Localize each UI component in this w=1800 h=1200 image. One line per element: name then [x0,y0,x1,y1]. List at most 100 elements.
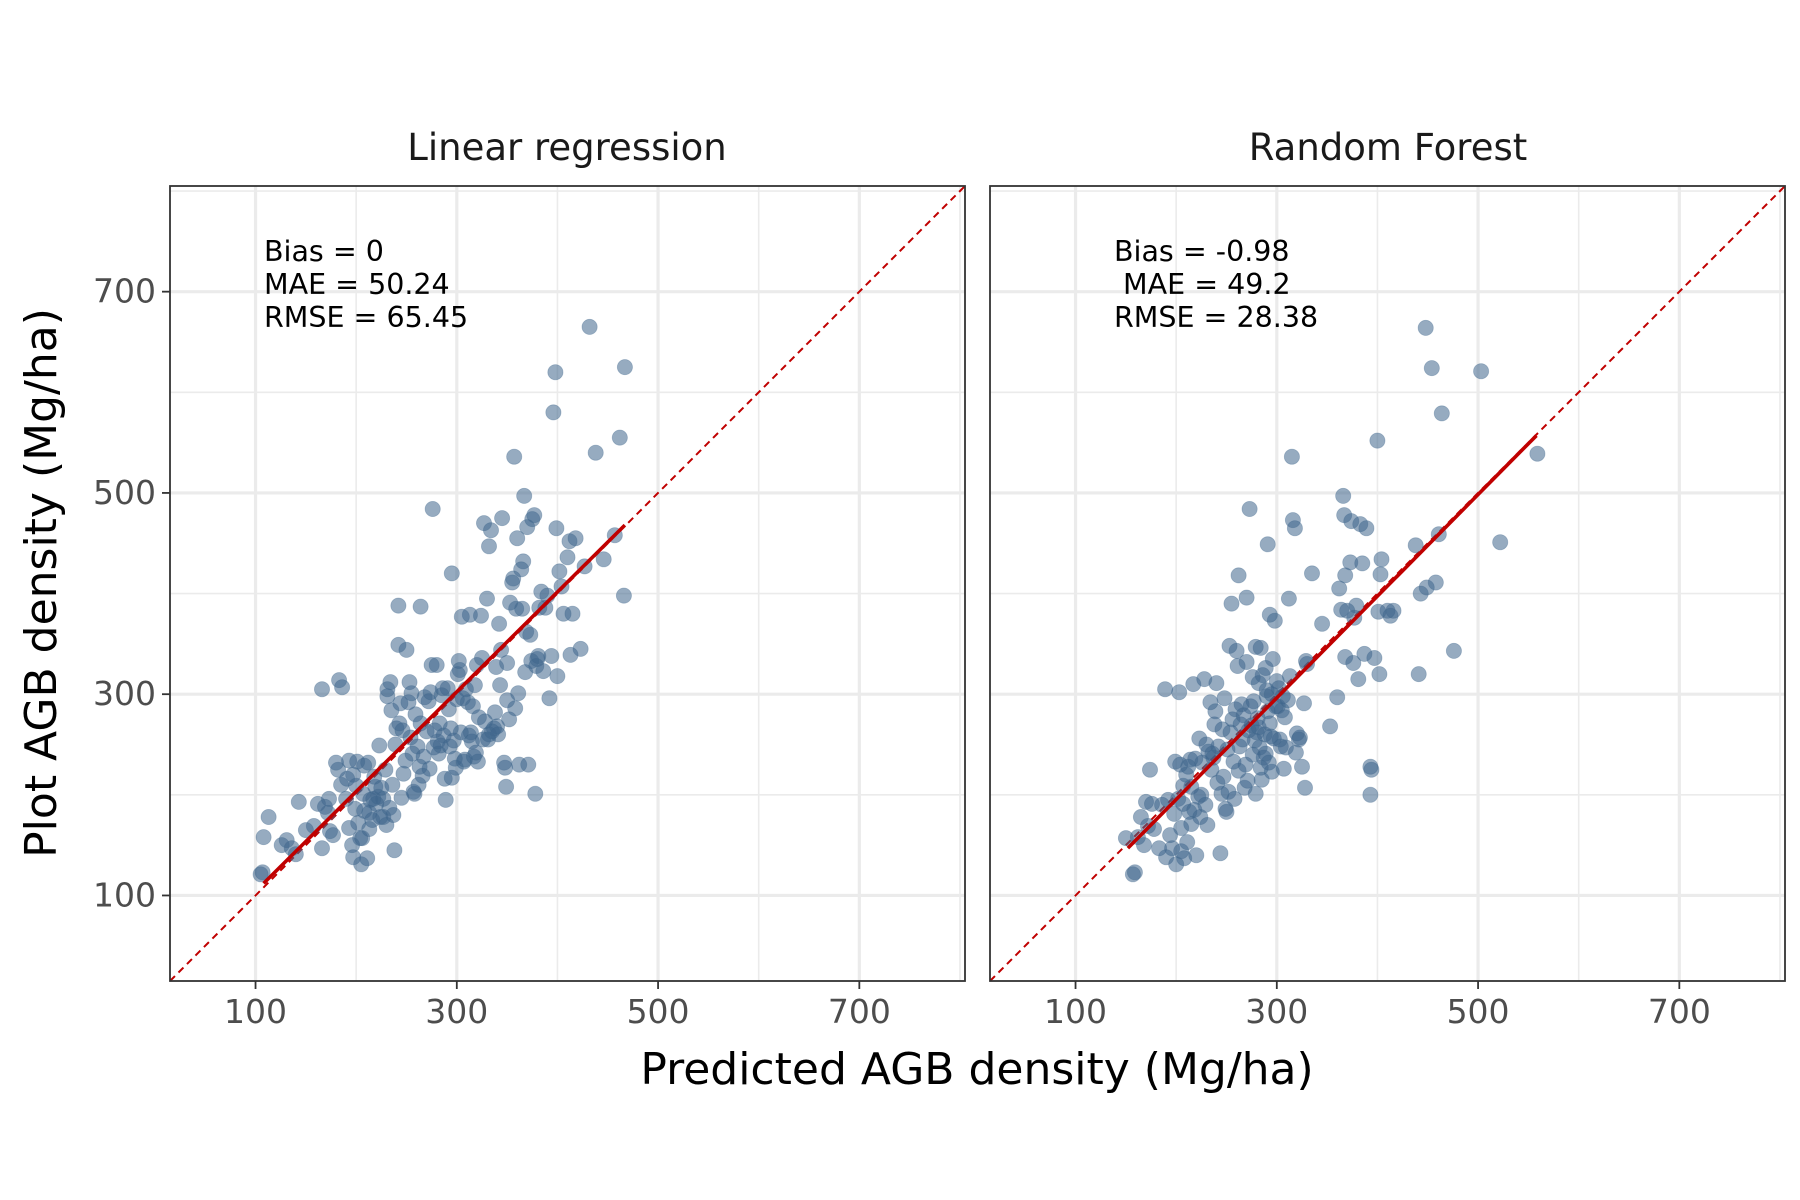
data-point [1259,536,1276,553]
data-point [386,842,403,859]
data-point [290,793,307,810]
data-point [1212,845,1229,862]
data-point [1275,760,1292,777]
data-point [1276,709,1293,726]
data-point [1423,360,1440,377]
data-point [522,626,539,643]
data-point [1126,864,1143,881]
ticks: 100 300 500 700 100 300 500 700 [93,272,891,1031]
y-axis-title: Plot AGB density (Mg/ha) [16,308,67,858]
data-point [1171,684,1188,701]
data-point [510,685,527,702]
data-point [581,318,598,335]
data-point [1218,803,1235,820]
data-point [1291,729,1308,746]
data-point [595,551,612,568]
data-point [1473,363,1490,380]
data-point [1142,761,1159,778]
data-point [1239,772,1256,789]
data-point [1296,695,1313,712]
stat-bias: Bias = -0.98 [1114,235,1290,268]
data-point [1286,520,1303,537]
data-point [587,444,604,461]
data-point [549,668,566,685]
data-point [1166,805,1183,822]
data-point [1410,666,1427,683]
data-point [384,776,401,793]
data-point [1226,790,1243,807]
data-point [520,756,537,773]
data-point [1157,681,1174,698]
points-group [252,318,633,883]
data-point [1304,565,1321,582]
data-point [451,662,468,679]
data-point [547,364,564,381]
panel-title: Random Forest [1249,126,1528,169]
panel-linear-regression: Linear regression 100 300 500 700 100 300 500 7… [93,126,966,1031]
x-axis-title: Predicted AGB density (Mg/ha) [640,1044,1313,1095]
data-point [1362,786,1379,803]
reference-line [989,185,1786,982]
data-point [1329,689,1346,706]
data-point [1266,612,1283,629]
data-point [390,597,407,614]
x-tick-label: 100 [224,992,287,1031]
data-point [1371,666,1388,683]
data-point [1208,675,1225,692]
data-point [1215,768,1232,785]
y-tick-label: 100 [93,875,156,914]
data-point [412,598,429,615]
data-point [1238,589,1255,606]
x-tick-label: 300 [1245,992,1308,1031]
data-point [1385,602,1402,619]
fit-line [262,523,627,885]
points-group [1117,319,1546,883]
data-point [385,807,402,824]
y-tick-label: 300 [93,674,156,713]
data-point [492,677,509,694]
data-point [1363,761,1380,778]
data-point [1280,590,1297,607]
data-point [1247,785,1264,802]
data-point [551,563,568,580]
data-point [1223,595,1240,612]
x-tick-label: 300 [425,992,488,1031]
data-point [313,840,330,857]
data-point [1287,744,1304,761]
data-point [1348,597,1365,614]
data-point [1216,690,1233,707]
data-point [1331,580,1348,597]
data-point [1373,551,1390,568]
data-point [1207,703,1224,720]
x-tick-label: 500 [627,992,690,1031]
y-tick-label: 700 [93,272,156,311]
data-point [1241,500,1258,517]
stat-rmse: RMSE = 65.45 [264,301,468,334]
data-point [1322,718,1339,735]
data-point [514,600,531,617]
ticks: 100 300 500 700 [1044,981,1711,1031]
data-point [313,681,330,698]
data-point [466,677,483,694]
data-point [1427,574,1444,591]
data-point [359,850,376,867]
data-point [1179,834,1196,851]
data-point [1279,692,1296,709]
data-point [1136,837,1153,854]
data-point [526,507,543,524]
data-point [360,754,377,771]
data-point [559,549,576,566]
data-point [509,530,526,547]
data-point [497,759,514,776]
data-point [338,790,355,807]
data-point [469,753,486,770]
data-point [615,587,632,604]
data-point [1369,432,1386,449]
data-point [1314,615,1331,632]
data-point [1407,537,1424,554]
data-point [424,500,441,517]
data-point [616,359,633,376]
data-point [527,785,544,802]
x-tick-label: 100 [1044,992,1107,1031]
data-point [572,640,589,657]
